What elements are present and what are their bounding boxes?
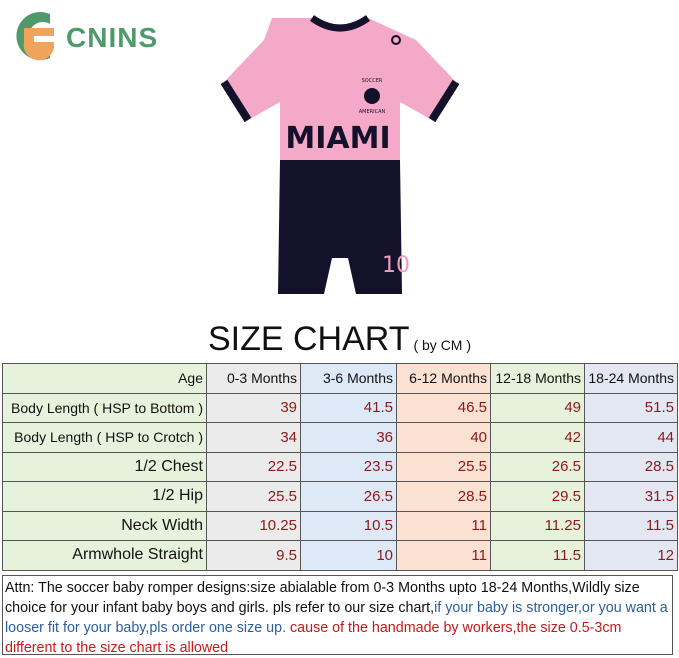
table-cell: 31.5 xyxy=(584,481,678,512)
header-col: 6-12 Months xyxy=(396,363,491,394)
row-label: Neck Width xyxy=(2,510,207,541)
row-label: 1/2 Chest xyxy=(2,451,207,482)
table-cell: 42 xyxy=(490,422,585,453)
brand-name: CNINS xyxy=(66,22,159,53)
row-label: Body Length ( HSP to Bottom ) xyxy=(2,392,207,423)
table-row: Body Length ( HSP to Crotch ) 34 36 40 4… xyxy=(2,422,678,453)
header-col: 3-6 Months xyxy=(300,363,397,394)
table-cell: 28.5 xyxy=(584,451,678,482)
table-cell: 22.5 xyxy=(206,451,301,482)
table-cell: 34 xyxy=(206,422,301,453)
table-cell: 44 xyxy=(584,422,678,453)
table-cell: 26.5 xyxy=(300,481,397,512)
table-cell: 10.5 xyxy=(300,510,397,541)
header-col: 18-24 Months xyxy=(584,363,678,394)
badge-bottom-text: AMERICAN xyxy=(359,109,386,115)
table-cell: 28.5 xyxy=(396,481,491,512)
table-cell: 26.5 xyxy=(490,451,585,482)
table-cell: 40 xyxy=(396,422,491,453)
cnins-logo-icon xyxy=(10,8,58,68)
brand-logo xyxy=(10,10,58,66)
header-col: 12-18 Months xyxy=(490,363,585,394)
row-label: Body Length ( HSP to Crotch ) xyxy=(2,422,207,453)
row-label: Armwhole Straight xyxy=(2,540,207,571)
table-cell: 46.5 xyxy=(396,392,491,423)
table-cell: 11 xyxy=(396,510,491,541)
jersey-number: 10 xyxy=(382,253,410,278)
table-cell: 10.25 xyxy=(206,510,301,541)
table-cell: 25.5 xyxy=(206,481,301,512)
header-age: Age xyxy=(2,363,207,394)
note-part3: cause of the handmade by workers,the siz… xyxy=(5,620,622,656)
title-unit: ( by CM ) xyxy=(413,337,472,353)
note-part2: if your baby is stronger,or you want a l… xyxy=(5,600,668,636)
table-cell: 9.5 xyxy=(206,540,301,571)
table-cell: 11.25 xyxy=(490,510,585,541)
table-cell: 12 xyxy=(584,540,678,571)
table-row: Body Length ( HSP to Bottom ) 39 41.5 46… xyxy=(2,392,678,423)
table-cell: 11.5 xyxy=(584,510,678,541)
table-cell: 11 xyxy=(396,540,491,571)
table-cell: 29.5 xyxy=(490,481,585,512)
title-main: SIZE CHART xyxy=(207,320,410,358)
badge-top-text: SOCCER xyxy=(362,78,383,84)
table-cell: 11.5 xyxy=(490,540,585,571)
table-cell: 51.5 xyxy=(584,392,678,423)
attention-note: Attn: The soccer baby romper designs:siz… xyxy=(2,575,673,656)
table-row: 1/2 Hip 25.5 26.5 28.5 29.5 31.5 xyxy=(2,481,678,512)
note-part1: Attn: The soccer baby romper designs:siz… xyxy=(5,580,640,616)
table-cell: 39 xyxy=(206,392,301,423)
table-cell: 25.5 xyxy=(396,451,491,482)
table-cell: 23.5 xyxy=(300,451,397,482)
header-col: 0-3 Months xyxy=(206,363,301,394)
table-row: Armwhole Straight 9.5 10 11 11.5 12 xyxy=(2,540,678,571)
table-cell: 10 xyxy=(300,540,397,571)
row-label: 1/2 Hip xyxy=(2,481,207,512)
table-header-row: Age 0-3 Months 3-6 Months 6-12 Months 12… xyxy=(2,363,678,394)
table-cell: 41.5 xyxy=(300,392,397,423)
chest-text: MIAMI xyxy=(285,121,390,156)
romper-image: SOCCER AMERICAN MIAMI 10 xyxy=(220,10,460,304)
table-cell: 36 xyxy=(300,422,397,453)
table-row: 1/2 Chest 22.5 23.5 25.5 26.5 28.5 xyxy=(2,451,678,482)
size-chart-table: Age 0-3 Months 3-6 Months 6-12 Months 12… xyxy=(2,363,678,571)
table-row: Neck Width 10.25 10.5 11 11.25 11.5 xyxy=(2,510,678,541)
table-cell: 49 xyxy=(490,392,585,423)
size-chart-title: SIZE CHART( by CM ) xyxy=(0,320,679,359)
